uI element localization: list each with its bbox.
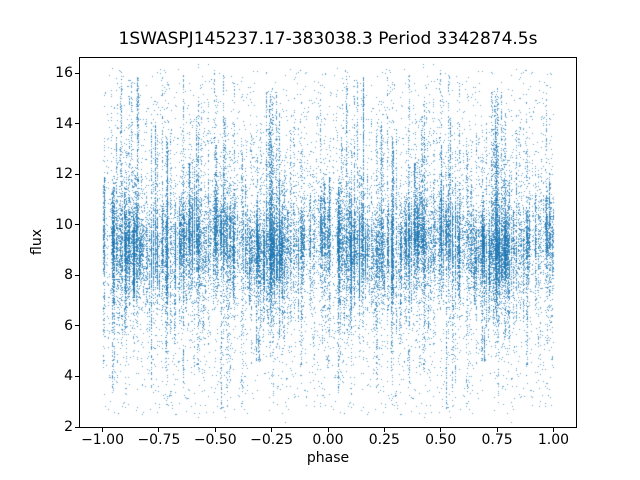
y-tick-label: 6 [64,317,73,334]
x-tick-label: 0.00 [312,432,344,448]
y-tick-mark [75,224,79,226]
scatter-points-canvas [80,58,576,427]
x-tick-label: 0.25 [368,432,400,448]
y-tick-mark [75,426,79,428]
x-tick-label: 0.75 [481,432,513,448]
y-tick-mark [75,325,79,327]
plot-area-frame [79,57,577,428]
x-tick-label: −0.25 [250,432,294,448]
x-tick-mark [271,428,273,432]
y-tick-label: 16 [55,65,73,82]
x-tick-mark [158,428,160,432]
x-tick-label: 0.50 [425,432,457,448]
y-axis-label: flux [29,229,45,255]
x-tick-mark [214,428,216,432]
x-axis-label: phase [306,450,350,466]
y-tick-label: 14 [55,115,73,132]
y-tick-label: 12 [55,166,73,183]
x-tick-mark [102,428,104,432]
x-tick-mark [383,428,385,432]
x-tick-label: 1.00 [537,432,570,448]
x-tick-label: −0.50 [193,432,237,448]
x-tick-mark [496,428,498,432]
x-tick-label: −1.00 [81,432,124,448]
y-tick-label: 4 [64,368,73,385]
y-tick-mark [75,72,79,74]
x-tick-mark [552,428,554,432]
y-tick-label: 8 [64,267,73,284]
y-tick-mark [75,375,79,377]
x-tick-mark [440,428,442,432]
chart-title: 1SWASPJ145237.17-383038.3 Period 3342874… [118,29,538,49]
x-tick-mark [327,428,329,432]
x-tick-label: −0.75 [137,432,181,448]
y-tick-mark [75,173,79,175]
y-tick-mark [75,123,79,125]
y-tick-mark [75,274,79,276]
y-tick-label: 10 [55,216,73,233]
y-tick-label: 2 [64,419,73,435]
